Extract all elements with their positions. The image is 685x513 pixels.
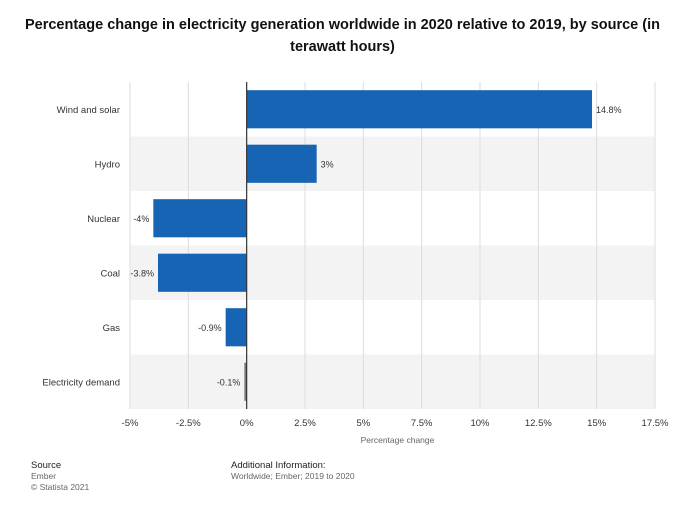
footer-additional-info: Additional Information: Worldwide; Ember…: [231, 460, 355, 482]
x-tick-label: 0%: [240, 418, 254, 429]
source-line: © Statista 2021: [31, 482, 90, 492]
info-heading: Additional Information:: [231, 460, 326, 471]
x-tick-label: -2.5%: [176, 418, 201, 429]
row-band: [130, 136, 655, 191]
category-label: Gas: [103, 323, 121, 334]
category-label: Wind and solar: [57, 105, 120, 116]
bar: [158, 253, 247, 292]
bar: [153, 199, 247, 238]
x-tick-label: 5%: [356, 418, 370, 429]
bar: [244, 362, 247, 401]
x-tick-label: 17.5%: [642, 418, 669, 429]
data-label: 3%: [321, 159, 334, 169]
data-label: -3.8%: [130, 268, 154, 278]
chart-title: Percentage change in electricity generat…: [24, 17, 660, 55]
data-label: 14.8%: [596, 105, 622, 115]
source-heading: Source: [31, 460, 62, 471]
x-tick-label: 10%: [470, 418, 490, 429]
row-band: [130, 354, 655, 409]
x-axis-label: Percentage change: [361, 435, 435, 445]
data-label: -4%: [133, 214, 149, 224]
footer-source: Source Ember © Statista 2021: [31, 460, 89, 493]
x-tick-label: 7.5%: [411, 418, 433, 429]
info-text: Worldwide; Ember; 2019 to 2020: [231, 471, 355, 481]
bar: [246, 90, 592, 129]
x-tick-label: -5%: [122, 418, 139, 429]
source-line: Ember: [31, 471, 57, 481]
category-label: Hydro: [95, 159, 120, 170]
x-tick-label: 15%: [587, 418, 607, 429]
category-label: Electricity demand: [42, 377, 120, 388]
category-label: Nuclear: [87, 214, 120, 225]
data-label: -0.1%: [217, 377, 241, 387]
data-label: -0.9%: [198, 323, 222, 333]
bar: [225, 308, 247, 347]
x-tick-label: 12.5%: [525, 418, 552, 429]
category-label: Coal: [100, 268, 120, 279]
bar: [246, 144, 317, 183]
x-tick-label: 2.5%: [294, 418, 316, 429]
